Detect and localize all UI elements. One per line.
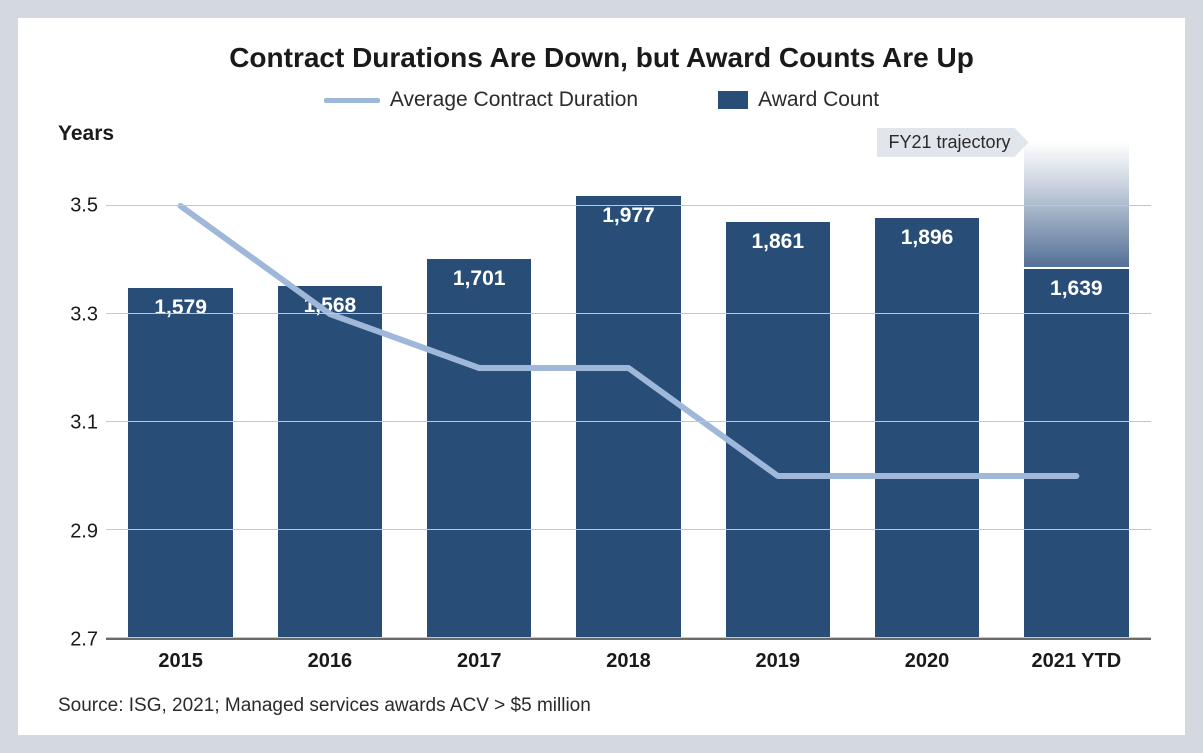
bar-slot: FY21 trajectory1,639 [1002,152,1151,638]
bar: 1,568 [278,286,382,638]
bar-value-label: 1,579 [128,296,232,320]
bar-slot: 1,896 [852,152,1001,638]
bar-slot: 1,977 [554,152,703,638]
bar-slot: 1,861 [703,152,852,638]
bar-value-label: 1,861 [726,230,830,254]
bars-container: 1,579 1,568 1,701 1,977 1,861 1,896 FY21 traje… [106,152,1151,638]
y-tick-label: 2.7 [70,629,98,652]
gridline [106,637,1151,638]
legend-line-label: Average Contract Duration [390,88,638,112]
source-footnote: Source: ISG, 2021; Managed services awar… [58,695,1151,717]
trajectory-callout: FY21 trajectory [877,128,1029,157]
x-axis: 2015201620172018201920202021 YTD [106,650,1151,673]
plot-area: 2.72.93.13.33.5 1,5791,5681,7011,9771,86… [52,152,1151,640]
legend-line-swatch [324,98,380,103]
bar: 1,896 [875,218,979,638]
gridline [106,421,1151,422]
y-tick-label: 2.9 [70,520,98,543]
legend: Average Contract Duration Award Count [52,88,1151,112]
gridline [106,313,1151,314]
x-tick-label: 2017 [405,650,554,673]
bar-value-label: 1,896 [875,226,979,250]
x-tick-label: 2020 [852,650,1001,673]
gridline [106,529,1151,530]
bar-value-label: 1,639 [1024,277,1128,301]
x-tick-label: 2019 [703,650,852,673]
legend-line-item: Average Contract Duration [324,88,638,112]
y-tick-label: 3.3 [70,303,98,326]
bar: 1,639 [1024,269,1128,638]
x-tick-label: 2021 YTD [1002,650,1151,673]
legend-bar-swatch [718,91,748,109]
bar-value-label: 1,977 [576,204,680,228]
bar: 1,579 [128,288,232,638]
chart-card: Contract Durations Are Down, but Award C… [18,18,1185,735]
y-tick-label: 3.5 [70,195,98,218]
bar-value-label: 1,701 [427,267,531,291]
bar: 1,861 [726,222,830,638]
bar-value-label: 1,568 [278,294,382,318]
x-tick-label: 2016 [255,650,404,673]
y-tick-label: 3.1 [70,412,98,435]
y-axis: 2.72.93.13.33.5 [52,152,106,640]
gridline [106,205,1151,206]
plot: 1,579 1,568 1,701 1,977 1,861 1,896 FY21 traje… [106,152,1151,640]
bar-slot: 1,579 [106,152,255,638]
x-tick-label: 2018 [554,650,703,673]
x-tick-label: 2015 [106,650,255,673]
bar: 1,701 [427,259,531,638]
bar: 1,977 [576,196,680,638]
bar-slot: 1,701 [405,152,554,638]
legend-bar-item: Award Count [718,88,879,112]
chart-title: Contract Durations Are Down, but Award C… [52,42,1151,74]
bar-slot: 1,568 [255,152,404,638]
legend-bar-label: Award Count [758,88,879,112]
